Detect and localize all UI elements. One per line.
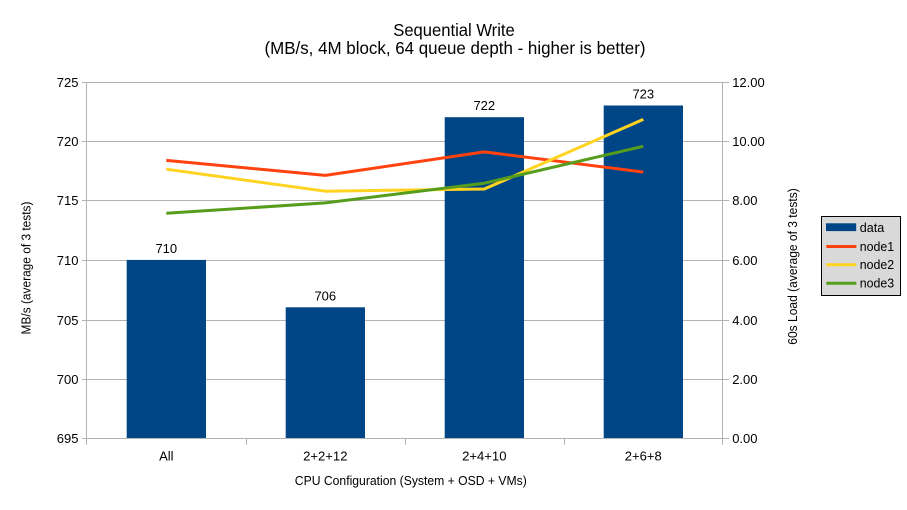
svg-text:12.00: 12.00 — [732, 75, 765, 90]
svg-text:2.00: 2.00 — [732, 372, 757, 387]
svg-text:4.00: 4.00 — [732, 313, 757, 328]
svg-text:(MB/s, 4M block, 64 queue dept: (MB/s, 4M block, 64 queue depth - higher… — [265, 38, 646, 58]
svg-text:CPU Configuration (System + OS: CPU Configuration (System + OSD + VMs) — [295, 473, 527, 488]
svg-text:10.00: 10.00 — [732, 134, 765, 149]
svg-text:710: 710 — [57, 253, 79, 268]
svg-text:data: data — [860, 220, 885, 235]
svg-text:710: 710 — [155, 241, 177, 256]
svg-text:node2: node2 — [860, 257, 894, 272]
svg-text:705: 705 — [57, 313, 79, 328]
svg-text:0.00: 0.00 — [732, 431, 757, 446]
svg-text:node1: node1 — [860, 239, 894, 254]
svg-text:695: 695 — [57, 431, 79, 446]
svg-text:722: 722 — [473, 98, 495, 113]
svg-text:MB/s (average of 3 tests): MB/s (average of 3 tests) — [18, 202, 33, 335]
svg-text:node3: node3 — [860, 276, 894, 291]
svg-text:700: 700 — [57, 372, 79, 387]
svg-text:2+2+12: 2+2+12 — [303, 448, 347, 463]
svg-text:All: All — [159, 448, 174, 463]
svg-text:706: 706 — [314, 288, 336, 303]
svg-text:6.00: 6.00 — [732, 253, 757, 268]
svg-text:2+4+10: 2+4+10 — [462, 448, 506, 463]
svg-text:Sequential Write: Sequential Write — [393, 20, 515, 40]
svg-text:2+6+8: 2+6+8 — [625, 448, 662, 463]
svg-text:723: 723 — [632, 87, 654, 102]
svg-text:715: 715 — [57, 193, 79, 208]
svg-text:60s Load (average of 3 tests): 60s Load (average of 3 tests) — [785, 188, 800, 344]
svg-text:725: 725 — [57, 75, 79, 90]
svg-text:8.00: 8.00 — [732, 193, 757, 208]
svg-text:720: 720 — [57, 134, 79, 149]
